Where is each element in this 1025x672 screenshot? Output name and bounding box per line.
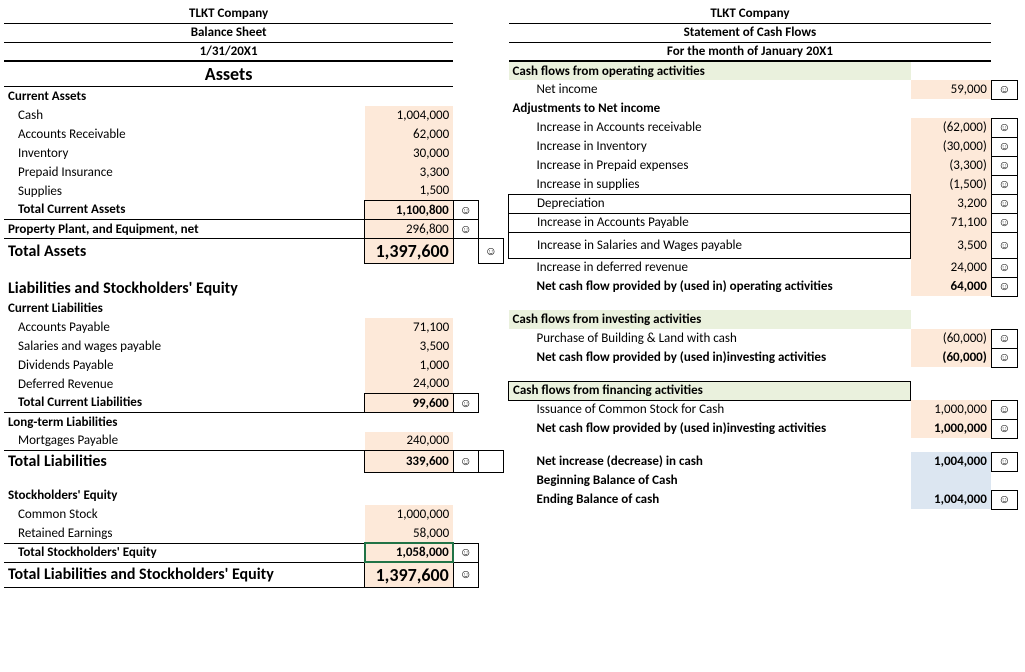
se-header: Stockholders' Equity xyxy=(4,486,365,505)
smile-icon: ☺ xyxy=(453,220,478,239)
smile-icon: ☺ xyxy=(991,258,1017,277)
row-net-change: Net increase (decrease) in cash1,004,000… xyxy=(509,452,1018,471)
balance-sheet-table: TLKT Company Balance Sheet 1/31/20X1 Ass… xyxy=(4,4,504,588)
adj-header: Adjustments to Net income xyxy=(509,99,911,118)
smile-icon: ☺ xyxy=(991,400,1017,419)
fin-header: Cash flows from financing activities xyxy=(509,381,911,400)
smile-icon: ☺ xyxy=(453,451,478,473)
row-supplies: Supplies1,500 xyxy=(4,182,504,201)
row-div: Dividends Payable1,000 xyxy=(4,356,504,375)
cf-date: For the month of January 20X1 xyxy=(509,42,992,61)
smile-icon: ☺ xyxy=(991,452,1017,471)
smile-icon: ☺ xyxy=(991,213,1017,232)
bs-company: TLKT Company xyxy=(4,4,453,23)
smile-icon: ☺ xyxy=(991,348,1017,367)
smile-icon: ☺ xyxy=(453,562,478,587)
smile-icon: ☺ xyxy=(453,394,478,413)
row-ar: Accounts Receivable62,000 xyxy=(4,125,504,144)
cl-header: Current Liabilities xyxy=(4,299,365,318)
smile-icon: ☺ xyxy=(478,239,503,264)
smile-icon: ☺ xyxy=(991,194,1017,213)
row-net-op: Net cash flow provided by (used in) oper… xyxy=(509,277,1018,296)
row-cs: Common Stock1,000,000 xyxy=(4,505,504,524)
row-adj-sal: Increase in Salaries and Wages payable3,… xyxy=(509,232,1018,258)
bs-date: 1/31/20X1 xyxy=(4,42,453,61)
smile-icon: ☺ xyxy=(991,329,1017,348)
cf-title: Statement of Cash Flows xyxy=(509,23,992,42)
smile-icon: ☺ xyxy=(991,277,1017,296)
smile-icon: ☺ xyxy=(991,156,1017,175)
row-cash: Cash1,004,000 xyxy=(4,106,504,125)
smile-icon: ☺ xyxy=(991,118,1017,137)
row-fin-stock: Issuance of Common Stock for Cash1,000,0… xyxy=(509,400,1018,419)
smile-icon: ☺ xyxy=(991,419,1017,438)
row-adj-dep: Depreciation3,200☺ xyxy=(509,194,1018,213)
cash-flow-table: TLKT Company Statement of Cash Flows For… xyxy=(508,4,1018,510)
row-defrev: Deferred Revenue24,000 xyxy=(4,375,504,394)
cf-company: TLKT Company xyxy=(509,4,992,23)
row-adj-pre: Increase in Prepaid expenses(3,300)☺ xyxy=(509,156,1018,175)
cash-flow-statement: TLKT Company Statement of Cash Flows For… xyxy=(508,4,1018,588)
row-adj-ar: Increase in Accounts receivable(62,000)☺ xyxy=(509,118,1018,137)
row-tcl: Total Current Liabilities99,600☺ xyxy=(4,394,504,413)
row-adj-inv: Increase in Inventory(30,000)☺ xyxy=(509,137,1018,156)
smile-icon: ☺ xyxy=(991,175,1017,194)
smile-icon: ☺ xyxy=(991,80,1017,99)
row-tse: Total Stockholders' Equity1,058,000☺ xyxy=(4,543,504,562)
row-end: Ending Balance of cash1,004,000☺ xyxy=(509,490,1018,509)
row-mort: Mortgages Payable240,000 xyxy=(4,432,504,451)
row-adj-ap: Increase in Accounts Payable71,100☺ xyxy=(509,213,1018,232)
row-net-fin: Net cash flow provided by (used in)inves… xyxy=(509,419,1018,438)
row-re: Retained Earnings58,000 xyxy=(4,524,504,543)
current-assets-header: Current Assets xyxy=(4,87,365,106)
bs-title: Balance Sheet xyxy=(4,23,453,42)
smile-icon: ☺ xyxy=(991,490,1017,509)
balance-sheet: TLKT Company Balance Sheet 1/31/20X1 Ass… xyxy=(4,4,504,588)
smile-icon: ☺ xyxy=(453,201,478,220)
row-adj-sup: Increase in supplies(1,500)☺ xyxy=(509,175,1018,194)
row-tl: Total Liabilities339,600☺ xyxy=(4,451,504,473)
row-inventory: Inventory30,000 xyxy=(4,144,504,163)
smile-icon: ☺ xyxy=(991,137,1017,156)
row-sal: Salaries and wages payable3,500 xyxy=(4,337,504,356)
row-tca: Total Current Assets1,100,800☺ xyxy=(4,201,504,220)
row-ap: Accounts Payable71,100 xyxy=(4,318,504,337)
lse-header: Liabilities and Stockholders' Equity xyxy=(4,278,453,299)
row-ni: Net income59,000☺ xyxy=(509,80,1018,99)
row-inv-purchase: Purchase of Building & Land with cash(60… xyxy=(509,329,1018,348)
row-prepaid: Prepaid Insurance3,300 xyxy=(4,163,504,182)
row-ta: Total Assets1,397,600☺ xyxy=(4,239,504,264)
inv-header: Cash flows from investing activities xyxy=(509,310,911,329)
assets-header: Assets xyxy=(4,61,453,87)
op-header: Cash flows from operating activities xyxy=(509,61,911,80)
selected-cell[interactable]: 1,058,000 xyxy=(365,543,454,562)
row-tlse: Total Liabilities and Stockholders' Equi… xyxy=(4,562,504,587)
ltl-header: Long-term Liabilities xyxy=(4,413,365,432)
row-net-inv: Net cash flow provided by (used in)inves… xyxy=(509,348,1018,367)
row-adj-def: Increase in deferred revenue24,000☺ xyxy=(509,258,1018,277)
smile-icon: ☺ xyxy=(453,543,478,562)
row-ppe: Property Plant, and Equipment, net296,80… xyxy=(4,220,504,239)
row-beg: Beginning Balance of Cash xyxy=(509,471,1018,490)
smile-icon: ☺ xyxy=(991,232,1017,258)
financial-statements: TLKT Company Balance Sheet 1/31/20X1 Ass… xyxy=(4,4,1021,588)
